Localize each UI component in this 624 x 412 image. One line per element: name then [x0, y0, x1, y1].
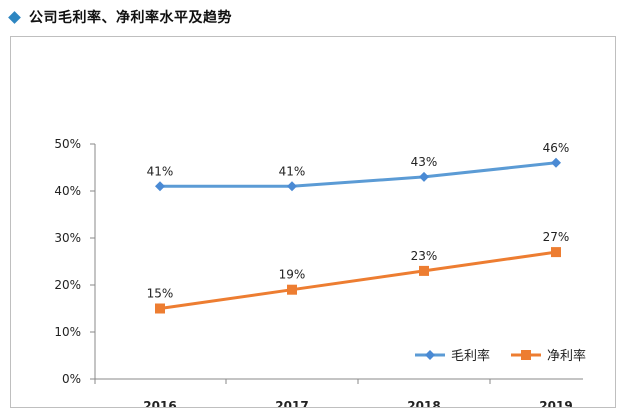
legend-label-0: 毛利率 — [451, 348, 490, 364]
x-tick-label: 2017 — [275, 399, 308, 407]
series-line-1 — [159, 250, 557, 310]
data-point-1-2 — [419, 265, 429, 276]
y-tick-label: 40% — [54, 184, 81, 198]
data-point-0-2 — [419, 171, 429, 182]
x-tick-label: 2019 — [539, 399, 572, 407]
data-point-1-0 — [155, 303, 165, 314]
data-label-0-0: 41% — [147, 164, 174, 178]
y-tick-label: 50% — [54, 137, 81, 151]
y-tick-label: 0% — [62, 372, 81, 386]
x-tick-label: 2018 — [407, 399, 440, 407]
data-label-1-1: 19% — [279, 268, 306, 282]
data-label-0-3: 46% — [543, 141, 570, 155]
diamond-bullet-icon — [8, 10, 21, 24]
data-label-1-2: 23% — [411, 249, 438, 263]
series-line-0 — [160, 161, 557, 188]
data-point-0-0 — [155, 181, 165, 192]
data-point-0-1 — [287, 181, 297, 192]
x-tick-label: 2016 — [143, 399, 176, 407]
chart-title: 公司毛利率、净利率水平及趋势 — [29, 10, 232, 26]
legend-marker-1 — [521, 350, 531, 360]
section-header: 公司毛利率、净利率水平及趋势 — [8, 6, 232, 28]
y-tick-label: 20% — [54, 278, 81, 292]
data-point-1-1 — [287, 284, 297, 295]
line-chart: 0% 10% 20% 30% 40% 50% 2016 2017 2018 2019 41% 41% 4… — [54, 137, 623, 412]
legend-marker-0 — [425, 350, 435, 360]
y-tick-label: 10% — [54, 325, 81, 339]
y-tick-label: 30% — [54, 231, 81, 245]
chart-frame: 0% 10% 20% 30% 40% 50% 2016 2017 2018 2019 41% 41% 4… — [10, 36, 623, 412]
data-label-0-2: 43% — [411, 155, 438, 169]
data-label-1-0: 15% — [147, 287, 174, 301]
data-point-0-3 — [551, 157, 561, 168]
data-label-1-3: 27% — [543, 230, 570, 244]
legend-label-1: 净利率 — [547, 348, 586, 364]
data-point-1-3 — [551, 247, 561, 258]
data-label-0-1: 41% — [279, 164, 306, 178]
